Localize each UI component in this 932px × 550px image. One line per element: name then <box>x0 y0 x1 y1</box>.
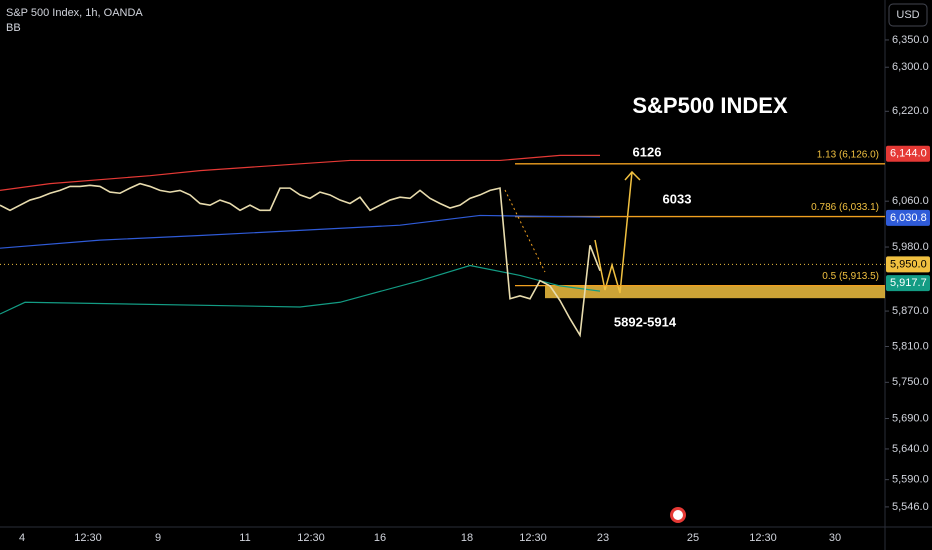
price-tick-label: 5,690.0 <box>892 412 929 424</box>
price-tag-label: 5,950.0 <box>890 258 927 270</box>
annotation: 6126 <box>633 144 662 159</box>
fib-label: 0.786 (6,033.1) <box>811 202 879 213</box>
arrow-head <box>624 170 641 181</box>
time-tick-label: 16 <box>374 532 386 544</box>
fib-label: 1.13 (6,126.0) <box>817 149 879 160</box>
time-tick-label: 4 <box>19 532 25 544</box>
price-tick-label: 5,810.0 <box>892 340 929 352</box>
symbol-title: S&P 500 Index, 1h, OANDA <box>6 7 143 19</box>
time-tick-label: 12:30 <box>297 532 325 544</box>
time-tick-label: 11 <box>239 532 250 544</box>
price-tick-label: 5,870.0 <box>892 305 929 317</box>
indicator-label: BB <box>6 22 21 34</box>
price-tick-label: 6,220.0 <box>892 105 929 117</box>
price-tick-label: 5,750.0 <box>892 376 929 388</box>
projection-line <box>504 189 546 273</box>
price-tick-label: 6,350.0 <box>892 34 929 46</box>
annotation-title: S&P500 INDEX <box>632 93 788 118</box>
time-tick-label: 12:30 <box>519 532 547 544</box>
price-tag <box>886 209 930 226</box>
price-tag-label: 6,030.8 <box>890 212 927 224</box>
price-tick-label: 6,300.0 <box>892 61 929 73</box>
time-tick-label: 25 <box>687 532 699 544</box>
price-tag-label: 5,917.7 <box>890 277 927 289</box>
time-tick-label: 12:30 <box>749 532 777 544</box>
currency-label: USD <box>896 9 919 21</box>
fib-label: 0.5 (5,913.5) <box>822 271 879 282</box>
projection-arrow <box>594 171 633 294</box>
time-tick-label: 9 <box>155 532 161 544</box>
price-tick-label: 5,590.0 <box>892 474 929 486</box>
price-line <box>0 182 601 338</box>
event-icon[interactable] <box>670 507 686 523</box>
price-tick-label: 5,546.0 <box>892 501 929 513</box>
time-tick-label: 18 <box>461 532 473 544</box>
time-tick-label: 23 <box>597 532 609 544</box>
price-tag <box>886 145 930 162</box>
time-tick-label: 30 <box>829 532 841 544</box>
bb-lower <box>0 264 601 315</box>
price-tag <box>886 256 930 273</box>
price-tick-label: 6,060.0 <box>892 195 929 207</box>
bb-upper <box>0 154 600 191</box>
bb-basis <box>0 214 601 249</box>
annotation: 5892-5914 <box>614 314 677 329</box>
price-tick-label: 5,640.0 <box>892 443 929 455</box>
annotation: 6033 <box>663 191 692 206</box>
price-tick-label: 5,980.0 <box>892 241 929 253</box>
currency-button[interactable] <box>888 3 928 27</box>
price-tag-label: 6,144.0 <box>890 148 927 160</box>
time-tick-label: 12:30 <box>74 532 102 544</box>
zone <box>545 285 885 299</box>
price-tag <box>886 275 930 292</box>
